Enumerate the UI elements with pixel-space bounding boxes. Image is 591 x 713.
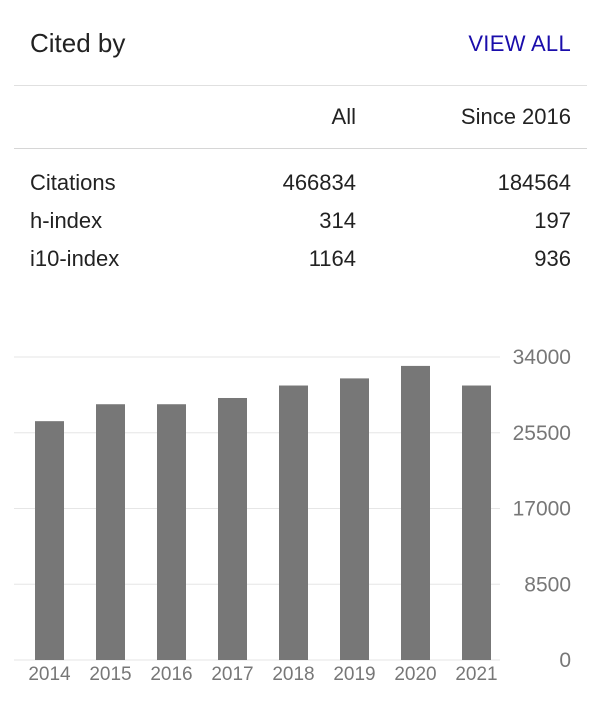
bar-2016[interactable] bbox=[157, 404, 186, 660]
header-divider bbox=[14, 85, 587, 86]
view-all-link[interactable]: VIEW ALL bbox=[468, 31, 571, 57]
table-row-h-index: h-index 314 197 bbox=[0, 208, 591, 242]
x-tick-label: 2018 bbox=[272, 664, 314, 685]
row-value-all: 314 bbox=[319, 208, 356, 234]
row-label: h-index bbox=[30, 208, 102, 234]
cited-by-header: Cited by VIEW ALL bbox=[0, 0, 591, 86]
table-row-i10-index: i10-index 1164 936 bbox=[0, 246, 591, 280]
bar-2021[interactable] bbox=[462, 386, 491, 660]
table-header-divider bbox=[14, 148, 587, 149]
row-label: Citations bbox=[30, 170, 116, 196]
x-tick-label: 2020 bbox=[394, 664, 436, 685]
cited-by-title: Cited by bbox=[30, 28, 125, 59]
row-value-all: 466834 bbox=[283, 170, 356, 196]
row-value-since: 936 bbox=[534, 246, 571, 272]
bar-2014[interactable] bbox=[35, 421, 64, 660]
y-tick-label: 8500 bbox=[524, 573, 571, 596]
table-row-citations: Citations 466834 184564 bbox=[0, 170, 591, 204]
y-tick-label: 0 bbox=[559, 649, 571, 672]
y-tick-label: 34000 bbox=[513, 346, 571, 369]
x-tick-label: 2021 bbox=[455, 664, 497, 685]
x-tick-label: 2016 bbox=[150, 664, 192, 685]
x-tick-label: 2014 bbox=[28, 664, 71, 685]
row-value-since: 197 bbox=[534, 208, 571, 234]
column-header-all: All bbox=[332, 104, 356, 130]
row-label: i10-index bbox=[30, 246, 119, 272]
x-tick-label: 2019 bbox=[333, 664, 375, 685]
y-tick-label: 17000 bbox=[513, 498, 571, 521]
bar-2015[interactable] bbox=[96, 404, 125, 660]
y-tick-label: 25500 bbox=[513, 422, 571, 445]
x-tick-label: 2015 bbox=[89, 664, 131, 685]
bar-2020[interactable] bbox=[401, 366, 430, 660]
x-tick-label: 2017 bbox=[211, 664, 253, 685]
bar-2017[interactable] bbox=[218, 398, 247, 660]
row-value-since: 184564 bbox=[498, 170, 571, 196]
bar-2018[interactable] bbox=[279, 386, 308, 660]
column-header-since: Since 2016 bbox=[461, 104, 571, 130]
row-value-all: 1164 bbox=[309, 246, 356, 272]
citations-per-year-chart: 34000 25500 17000 8500 0 2014 2015 2016 2017 2018… bbox=[0, 330, 591, 713]
citations-bar-chart: 34000 25500 17000 8500 0 2014 2015 2016 2017 2018… bbox=[0, 330, 591, 713]
bar-2019[interactable] bbox=[340, 378, 369, 660]
